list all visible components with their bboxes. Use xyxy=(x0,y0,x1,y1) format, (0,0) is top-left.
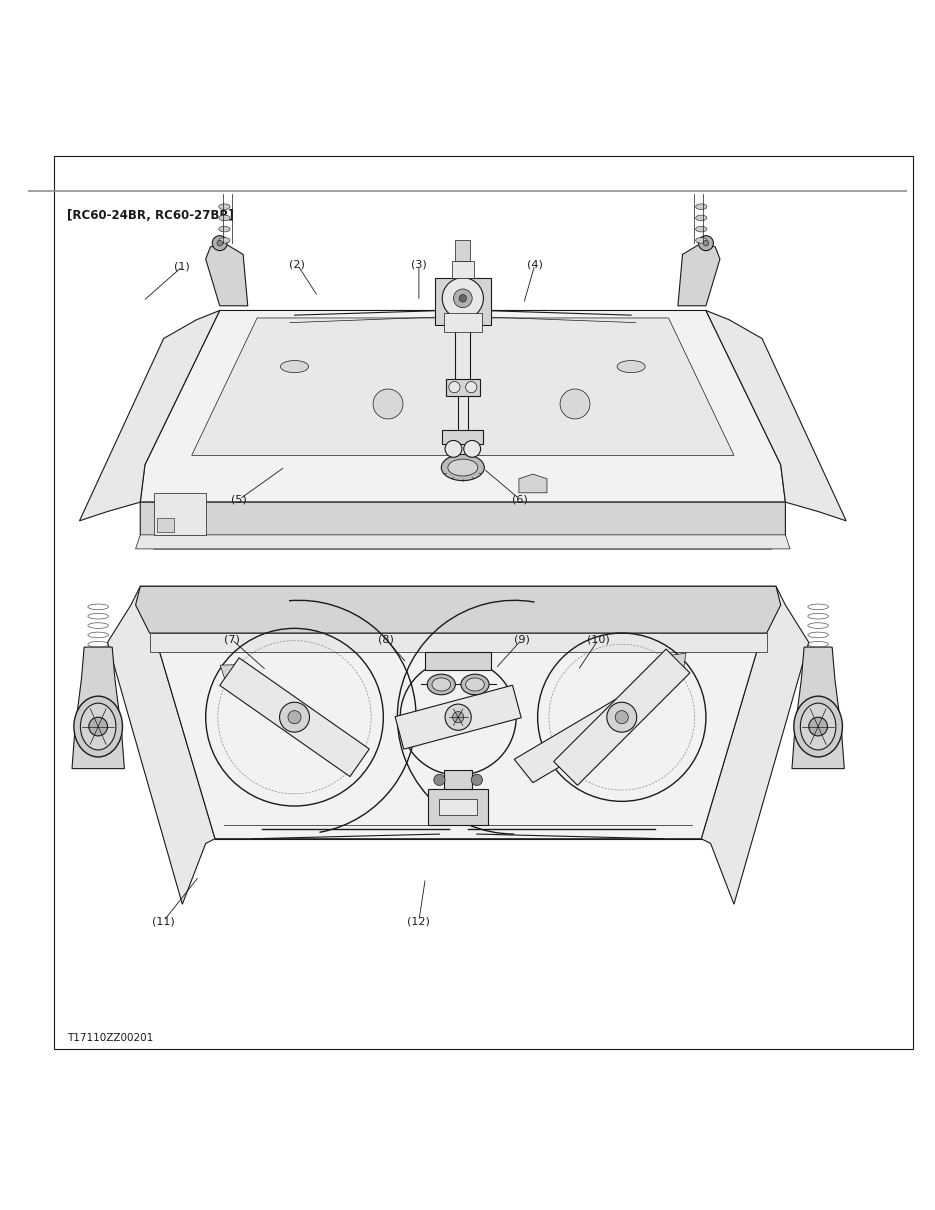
Text: (7): (7) xyxy=(224,634,239,645)
Circle shape xyxy=(809,718,827,736)
Circle shape xyxy=(459,294,467,302)
Polygon shape xyxy=(221,664,235,679)
Circle shape xyxy=(373,390,403,419)
Circle shape xyxy=(560,390,590,419)
Text: T17110ZZ00201: T17110ZZ00201 xyxy=(67,1032,153,1043)
Ellipse shape xyxy=(280,361,309,373)
Text: (11): (11) xyxy=(152,916,175,926)
Polygon shape xyxy=(108,587,215,904)
Polygon shape xyxy=(678,243,720,306)
Polygon shape xyxy=(140,311,785,502)
Circle shape xyxy=(464,440,481,457)
Bar xyxy=(442,431,483,444)
Ellipse shape xyxy=(794,696,842,757)
Polygon shape xyxy=(396,685,521,749)
Circle shape xyxy=(217,241,223,246)
Circle shape xyxy=(466,381,477,393)
Ellipse shape xyxy=(696,226,707,232)
Bar xyxy=(455,241,470,261)
Ellipse shape xyxy=(461,674,489,695)
Ellipse shape xyxy=(74,696,122,757)
Text: (5): (5) xyxy=(232,495,247,505)
Polygon shape xyxy=(136,535,790,549)
Bar xyxy=(439,799,477,816)
Polygon shape xyxy=(672,653,686,667)
Text: (10): (10) xyxy=(587,634,610,645)
Text: (3): (3) xyxy=(411,260,426,270)
Polygon shape xyxy=(706,311,846,520)
Ellipse shape xyxy=(427,674,455,695)
Bar xyxy=(435,278,491,324)
Polygon shape xyxy=(192,318,734,455)
Polygon shape xyxy=(519,474,547,492)
Circle shape xyxy=(449,381,460,393)
Ellipse shape xyxy=(696,215,707,220)
Polygon shape xyxy=(514,698,636,783)
Circle shape xyxy=(280,702,309,732)
Text: (2): (2) xyxy=(290,260,305,270)
Circle shape xyxy=(607,702,637,732)
Bar xyxy=(425,652,491,670)
Text: (4): (4) xyxy=(527,260,542,270)
Ellipse shape xyxy=(617,361,645,373)
Circle shape xyxy=(442,278,483,319)
Ellipse shape xyxy=(80,703,116,750)
Circle shape xyxy=(445,704,471,731)
Ellipse shape xyxy=(800,703,836,750)
Polygon shape xyxy=(79,311,220,520)
Text: [RC60-24BR, RC60-27BR]: [RC60-24BR, RC60-27BR] xyxy=(67,208,234,221)
Circle shape xyxy=(445,440,462,457)
Ellipse shape xyxy=(441,455,484,480)
Circle shape xyxy=(615,710,628,724)
Ellipse shape xyxy=(219,237,230,243)
Bar xyxy=(444,313,482,332)
Ellipse shape xyxy=(448,459,478,476)
Ellipse shape xyxy=(696,204,707,209)
Polygon shape xyxy=(140,587,776,839)
Polygon shape xyxy=(701,587,809,904)
Circle shape xyxy=(434,774,445,785)
Bar xyxy=(452,261,474,278)
Polygon shape xyxy=(220,658,369,777)
Text: (8): (8) xyxy=(379,634,394,645)
Circle shape xyxy=(212,236,227,250)
Ellipse shape xyxy=(219,215,230,220)
Text: (6): (6) xyxy=(512,495,527,505)
Bar xyxy=(157,518,174,532)
Ellipse shape xyxy=(219,204,230,209)
Polygon shape xyxy=(554,649,690,785)
Ellipse shape xyxy=(219,226,230,232)
Polygon shape xyxy=(792,647,844,768)
Text: (9): (9) xyxy=(514,634,529,645)
Circle shape xyxy=(453,711,464,722)
Polygon shape xyxy=(206,243,248,306)
Bar xyxy=(428,789,488,825)
Circle shape xyxy=(698,236,713,250)
Circle shape xyxy=(453,289,472,307)
Text: (12): (12) xyxy=(408,916,430,926)
Polygon shape xyxy=(150,633,767,652)
Circle shape xyxy=(703,241,709,246)
Circle shape xyxy=(288,710,301,724)
Bar xyxy=(444,771,472,789)
Text: (1): (1) xyxy=(175,261,190,271)
Polygon shape xyxy=(136,587,781,633)
Ellipse shape xyxy=(696,237,707,243)
Ellipse shape xyxy=(466,678,484,691)
Bar xyxy=(154,492,206,535)
Polygon shape xyxy=(72,647,124,768)
Bar xyxy=(446,379,480,396)
Polygon shape xyxy=(140,502,785,549)
Circle shape xyxy=(89,718,108,736)
Ellipse shape xyxy=(432,678,451,691)
Circle shape xyxy=(471,774,482,785)
